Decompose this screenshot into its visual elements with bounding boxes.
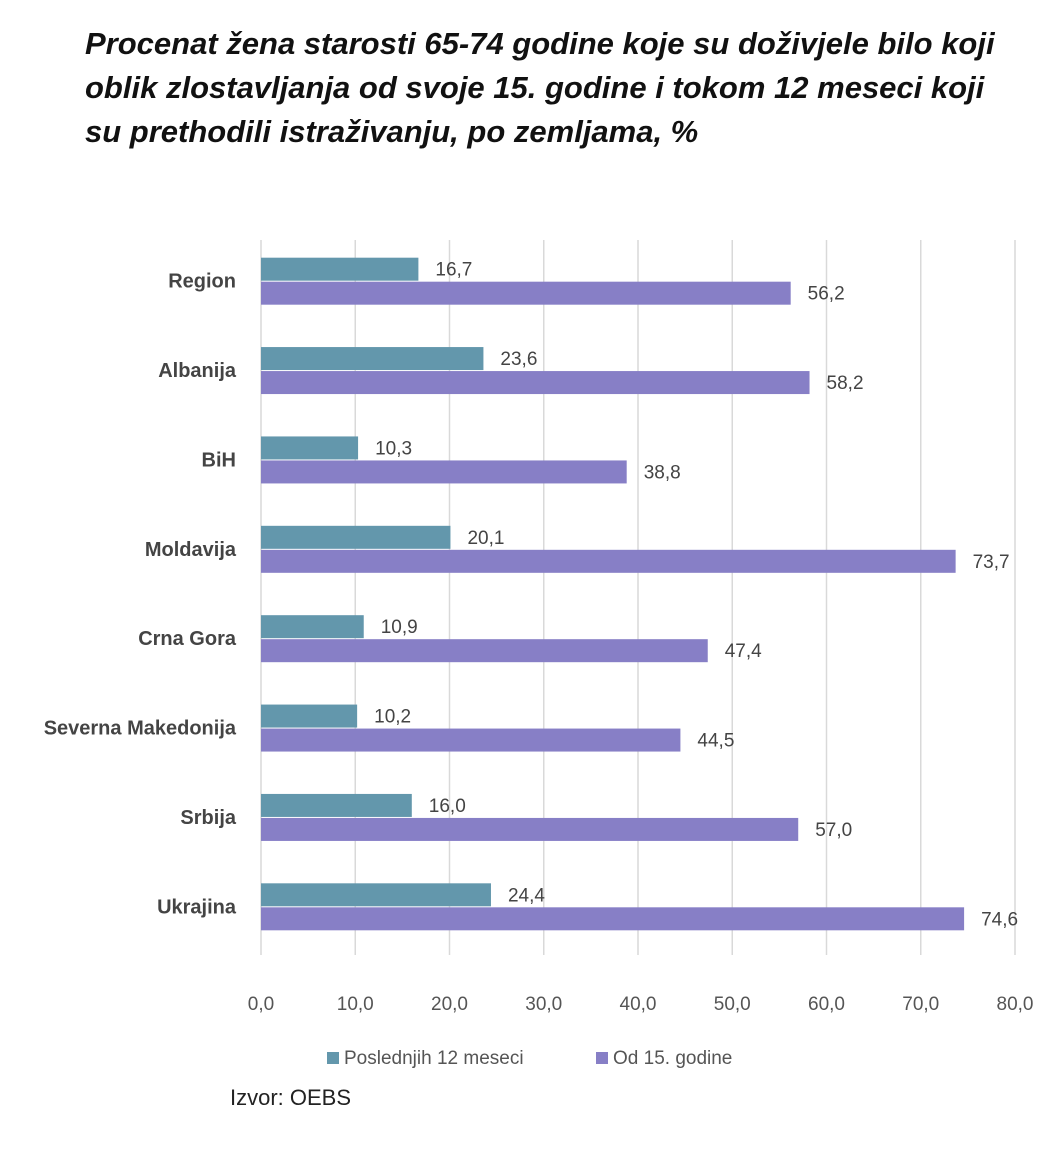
data-label: 57,0: [815, 820, 852, 841]
legend-label: Od 15. godine: [613, 1048, 732, 1069]
legend-swatch: [327, 1052, 339, 1064]
x-tick-label: 60,0: [808, 994, 845, 1015]
x-tick-label: 40,0: [620, 994, 657, 1015]
data-label: 10,9: [381, 617, 418, 638]
source-note: Izvor: OEBS: [230, 1085, 352, 1110]
bar-last-12-months: [261, 615, 364, 639]
data-label: 74,6: [981, 909, 1018, 930]
data-label: 24,4: [508, 885, 545, 906]
category-label: BiH: [202, 449, 236, 471]
bar-since-15: [261, 907, 965, 931]
category-label: Severna Makedonija: [44, 718, 237, 740]
bar-since-15: [261, 549, 956, 573]
bar-last-12-months: [261, 436, 359, 460]
category-label: Crna Gora: [138, 628, 237, 650]
data-label: 23,6: [500, 349, 537, 370]
category-label: Srbija: [180, 807, 236, 829]
bar-last-12-months: [261, 525, 451, 549]
bar-last-12-months: [261, 347, 484, 371]
chart-title: Procenat žena starosti 65-74 godine koje…: [85, 26, 995, 149]
bar-last-12-months: [261, 793, 412, 817]
bar-last-12-months: [261, 704, 358, 728]
x-tick-label: 0,0: [248, 994, 274, 1015]
x-tick-label: 70,0: [902, 994, 939, 1015]
bar-last-12-months: [261, 883, 491, 907]
data-label: 58,2: [827, 373, 864, 394]
category-label: Albanija: [158, 360, 237, 382]
bar-since-15: [261, 817, 799, 841]
x-tick-label: 50,0: [714, 994, 751, 1015]
x-tick-label: 10,0: [337, 994, 374, 1015]
bar-since-15: [261, 281, 791, 305]
legend-swatch: [596, 1052, 608, 1064]
data-label: 16,0: [429, 796, 466, 817]
bar-since-15: [261, 639, 708, 663]
x-tick-label: 20,0: [431, 994, 468, 1015]
category-label: Moldavija: [145, 539, 237, 561]
category-label: Region: [168, 271, 236, 293]
data-label: 47,4: [725, 641, 762, 662]
data-label: 56,2: [808, 284, 845, 305]
bar-since-15: [261, 460, 627, 484]
x-tick-label: 80,0: [997, 994, 1034, 1015]
bar-since-15: [261, 728, 681, 752]
data-label: 10,3: [375, 438, 412, 459]
data-label: 44,5: [697, 731, 734, 752]
legend-label: Poslednjih 12 meseci: [344, 1048, 524, 1069]
x-tick-label: 30,0: [525, 994, 562, 1015]
data-label: 20,1: [467, 528, 504, 549]
category-label: Ukrajina: [157, 896, 237, 918]
data-label: 73,7: [973, 552, 1010, 573]
data-label: 38,8: [644, 462, 681, 483]
bar-since-15: [261, 371, 810, 395]
data-label: 10,2: [374, 707, 411, 728]
data-label: 16,7: [435, 260, 472, 281]
bar-last-12-months: [261, 257, 419, 281]
